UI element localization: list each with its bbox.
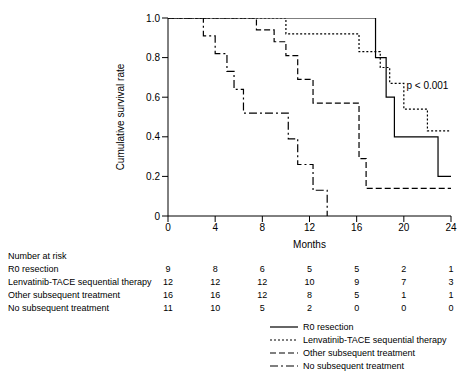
svg-text:12: 12 <box>163 277 173 287</box>
svg-text:8: 8 <box>307 290 312 300</box>
svg-text:8: 8 <box>260 222 266 233</box>
svg-text:12: 12 <box>257 277 267 287</box>
svg-text:Other subsequent treatment: Other subsequent treatment <box>303 348 416 358</box>
svg-text:R0 resection: R0 resection <box>303 322 354 332</box>
svg-text:16: 16 <box>163 290 173 300</box>
svg-text:No subsequent treatment: No subsequent treatment <box>8 303 110 313</box>
svg-text:0.8: 0.8 <box>146 52 160 63</box>
svg-text:No subsequent treatment: No subsequent treatment <box>303 361 405 371</box>
svg-text:16: 16 <box>351 222 363 233</box>
svg-text:4: 4 <box>212 222 218 233</box>
svg-text:0: 0 <box>448 303 453 313</box>
svg-text:Lenvatinib-TACE sequential the: Lenvatinib-TACE sequential therapy <box>303 335 447 345</box>
svg-text:R0 resection: R0 resection <box>8 264 59 274</box>
svg-text:Months: Months <box>293 239 326 248</box>
svg-text:0.4: 0.4 <box>146 131 160 142</box>
svg-text:1: 1 <box>448 290 453 300</box>
svg-text:0: 0 <box>165 222 171 233</box>
svg-text:1: 1 <box>401 290 406 300</box>
svg-text:2: 2 <box>401 264 406 274</box>
svg-text:9: 9 <box>354 277 359 287</box>
svg-text:20: 20 <box>398 222 410 233</box>
svg-text:12: 12 <box>210 277 220 287</box>
svg-text:3: 3 <box>448 277 453 287</box>
svg-text:0: 0 <box>401 303 406 313</box>
svg-text:7: 7 <box>401 277 406 287</box>
svg-text:5: 5 <box>354 264 359 274</box>
svg-text:1: 1 <box>448 264 453 274</box>
svg-text:0.2: 0.2 <box>146 171 160 182</box>
svg-text:9: 9 <box>165 264 170 274</box>
svg-text:16: 16 <box>210 290 220 300</box>
svg-text:p < 0.001: p < 0.001 <box>406 80 448 91</box>
svg-text:Other subsequent treatment: Other subsequent treatment <box>8 290 121 300</box>
svg-text:11: 11 <box>163 303 172 313</box>
svg-text:1.0: 1.0 <box>146 13 160 24</box>
svg-text:Number at risk: Number at risk <box>8 251 67 261</box>
svg-text:5: 5 <box>307 264 312 274</box>
svg-text:12: 12 <box>257 290 267 300</box>
svg-text:6: 6 <box>260 264 265 274</box>
svg-text:5: 5 <box>354 290 359 300</box>
svg-text:24: 24 <box>445 222 457 233</box>
svg-text:Cumulative survival rate: Cumulative survival rate <box>115 63 126 170</box>
svg-text:10: 10 <box>210 303 220 313</box>
svg-text:0: 0 <box>154 211 160 222</box>
svg-text:12: 12 <box>304 222 316 233</box>
svg-text:2: 2 <box>307 303 312 313</box>
svg-text:5: 5 <box>260 303 265 313</box>
svg-text:0: 0 <box>354 303 359 313</box>
svg-text:10: 10 <box>304 277 314 287</box>
svg-text:8: 8 <box>213 264 218 274</box>
svg-text:Lenvatinib-TACE sequential the: Lenvatinib-TACE sequential therapy <box>8 277 152 287</box>
svg-text:0.6: 0.6 <box>146 92 160 103</box>
